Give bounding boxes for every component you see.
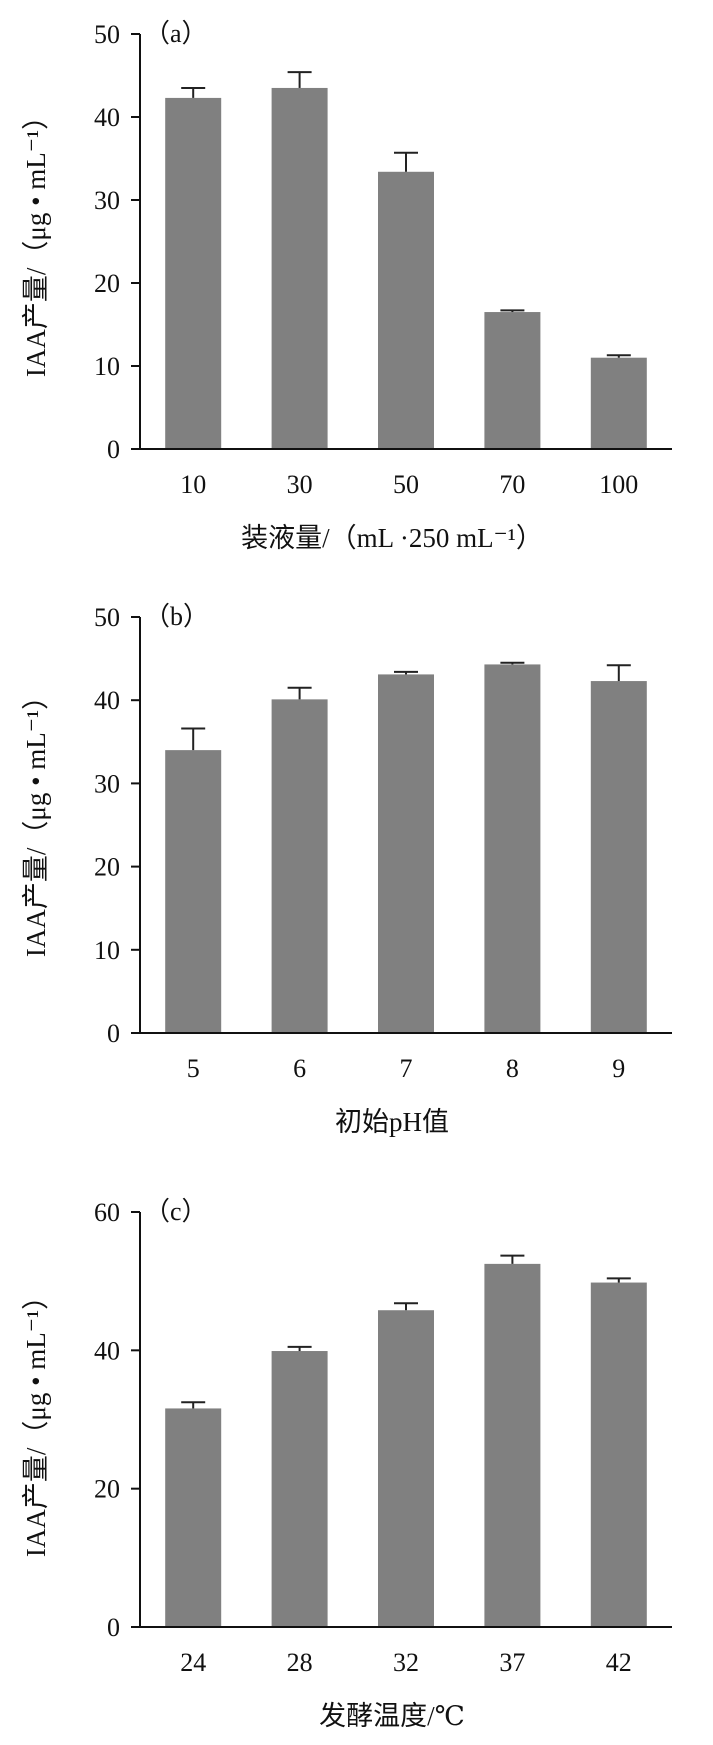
y-tick-label: 30 [94,186,120,215]
y-tick-label: 40 [94,103,120,132]
y-tick-label: 10 [94,936,120,965]
y-axis-title: IAA产量/（μg • mL⁻¹） [21,103,51,377]
y-tick-label: 50 [94,20,120,49]
chart-panel-c: 0 20 40 60 24 28 32 37 42 发酵温度/℃ IAA产量/（μg • mL⁻¹）… [21,1197,672,1731]
x-tick-label: 10 [180,470,206,499]
x-tick-label: 24 [180,1648,206,1677]
y-axis-title: IAA产量/（μg • mL⁻¹） [21,683,51,957]
y-tick-label: 10 [94,352,120,381]
bar-24 [165,1408,222,1627]
y-tick-label: 40 [94,1336,120,1365]
y-tick-label: 30 [94,769,120,798]
bar-28 [271,1351,328,1627]
bar-9 [590,681,647,1033]
x-axis-title: 装液量/（mL ·250 mL⁻¹） [241,523,543,553]
y-tick-label: 20 [94,853,120,882]
bar-50 [378,171,434,449]
x-tick-label: 7 [400,1054,413,1083]
x-tick-label: 37 [499,1648,525,1677]
bar-6 [271,699,328,1033]
x-tick-label: 8 [506,1054,519,1083]
x-tick-label: 70 [499,470,525,499]
y-tick-label: 20 [94,1475,120,1504]
panel-label: （b） [144,602,209,631]
x-tick-label: 32 [393,1648,419,1677]
y-tick-label: 0 [107,1613,120,1642]
bar-70 [484,312,541,449]
x-tick-label: 9 [612,1054,625,1083]
y-tick-label: 50 [94,603,120,632]
y-axis-title: IAA产量/（μg • mL⁻¹） [21,1283,51,1557]
y-tick-label: 20 [94,269,120,298]
chart-panel-a: 0 10 20 30 40 50 10 30 50 70 100 装液量/（mL ·250 mL⁻¹）… [21,19,672,553]
bar-30 [271,87,328,449]
y-tick-label: 40 [94,686,120,715]
x-tick-label: 42 [606,1648,632,1677]
x-tick-label: 6 [293,1054,306,1083]
x-tick-label: 100 [599,470,638,499]
bar-32 [378,1310,434,1627]
y-tick-label: 60 [94,1198,120,1227]
bar-42 [590,1282,647,1627]
bar-37 [484,1263,541,1627]
bar-100 [590,357,647,449]
bar-8 [484,664,541,1033]
x-tick-label: 50 [393,470,419,499]
chart-panel-b: 0 10 20 30 40 50 5 6 7 8 9 初始pH值 IAA产量/（μg • mL⁻¹） （b… [21,602,672,1137]
bar-7 [378,674,434,1033]
bar-10 [165,97,222,449]
panel-label: （a） [144,19,208,48]
bar-5 [165,750,222,1033]
y-tick-label: 0 [107,435,120,464]
x-axis-title: 初始pH值 [335,1107,449,1137]
x-tick-label: 5 [187,1054,200,1083]
x-axis-title: 发酵温度/℃ [319,1701,465,1731]
panel-label: （c） [144,1197,208,1226]
x-tick-label: 28 [287,1648,313,1677]
y-tick-label: 0 [107,1019,120,1048]
x-tick-label: 30 [287,470,313,499]
